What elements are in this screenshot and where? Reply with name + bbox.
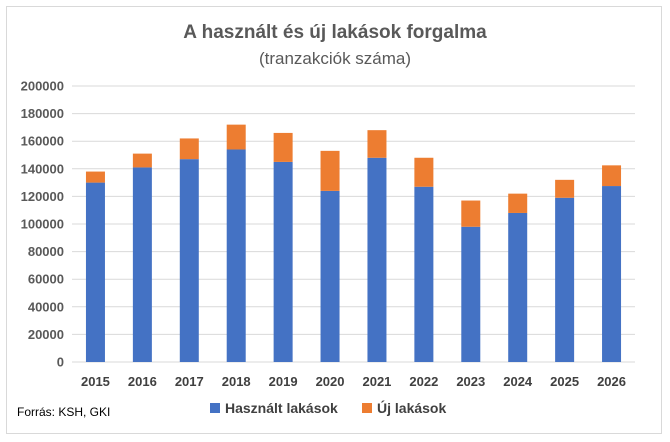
x-tick-label: 2020 bbox=[316, 374, 345, 389]
bar-uj-2016 bbox=[132, 153, 152, 168]
y-tick-label: 200000 bbox=[21, 79, 64, 94]
y-tick-label: 140000 bbox=[21, 161, 64, 176]
bar-uj-2019 bbox=[273, 132, 293, 162]
x-tick-label: 2026 bbox=[597, 374, 626, 389]
bar-hasznalt-2015 bbox=[85, 182, 105, 362]
bar-uj-2020 bbox=[320, 150, 340, 191]
x-tick-label: 2024 bbox=[503, 374, 533, 389]
bar-uj-2018 bbox=[226, 124, 246, 150]
y-tick-label: 180000 bbox=[21, 106, 64, 121]
x-axis-ticks: 2015 2016 2017 2018 2019 2020 2021 2022 2023 2024… bbox=[81, 374, 626, 389]
bar-hasznalt-2019 bbox=[273, 161, 293, 362]
legend-label: Új lakások bbox=[377, 399, 446, 416]
y-tick-label: 120000 bbox=[21, 189, 64, 204]
chart-title: A használt és új lakások forgalma bbox=[183, 22, 487, 43]
y-tick-label: 160000 bbox=[21, 134, 64, 149]
chart-subtitle: (tranzakciók száma) bbox=[259, 49, 411, 68]
x-tick-label: 2025 bbox=[550, 374, 579, 389]
y-axis-ticks: 0 20000 40000 60000 80000 100000 120000 140000 1… bbox=[21, 79, 64, 370]
bar-hasznalt-2021 bbox=[367, 157, 387, 362]
bar-uj-2022 bbox=[414, 157, 434, 187]
bar-hasznalt-2025 bbox=[555, 197, 575, 362]
x-tick-label: 2018 bbox=[222, 374, 251, 389]
bar-hasznalt-2020 bbox=[320, 190, 340, 362]
x-tick-label: 2023 bbox=[456, 374, 485, 389]
bar-hasznalt-2024 bbox=[508, 212, 528, 362]
y-tick-label: 20000 bbox=[28, 327, 64, 342]
y-tick-label: 80000 bbox=[28, 244, 64, 259]
x-tick-label: 2021 bbox=[362, 374, 391, 389]
bar-uj-2023 bbox=[461, 200, 481, 227]
bar-hasznalt-2022 bbox=[414, 186, 434, 362]
legend-label: Használt lakások bbox=[225, 400, 338, 416]
source-note: Forrás: KSH, GKI bbox=[17, 405, 110, 419]
bar-hasznalt-2016 bbox=[132, 167, 152, 362]
bar-hasznalt-2023 bbox=[461, 226, 481, 362]
y-tick-label: 60000 bbox=[28, 272, 64, 287]
x-tick-label: 2017 bbox=[175, 374, 204, 389]
y-tick-label: 0 bbox=[57, 355, 64, 370]
bar-uj-2015 bbox=[85, 171, 105, 183]
bar-uj-2017 bbox=[179, 138, 199, 160]
bar-uj-2021 bbox=[367, 130, 387, 158]
legend-swatch bbox=[362, 403, 372, 413]
gridlines bbox=[72, 85, 635, 363]
bar-hasznalt-2026 bbox=[602, 186, 622, 362]
bar-uj-2024 bbox=[508, 193, 528, 213]
bars bbox=[85, 124, 622, 362]
bar-uj-2026 bbox=[602, 165, 622, 187]
bar-hasznalt-2017 bbox=[179, 159, 199, 362]
bar-hasznalt-2018 bbox=[226, 149, 246, 362]
x-tick-label: 2022 bbox=[409, 374, 438, 389]
y-tick-label: 40000 bbox=[28, 299, 64, 314]
x-tick-label: 2016 bbox=[128, 374, 157, 389]
legend: Használt lakások Új lakások bbox=[210, 399, 446, 416]
x-tick-label: 2019 bbox=[269, 374, 298, 389]
legend-swatch bbox=[210, 403, 220, 413]
y-tick-label: 100000 bbox=[21, 217, 64, 232]
bar-uj-2025 bbox=[555, 179, 575, 198]
x-tick-label: 2015 bbox=[81, 374, 110, 389]
